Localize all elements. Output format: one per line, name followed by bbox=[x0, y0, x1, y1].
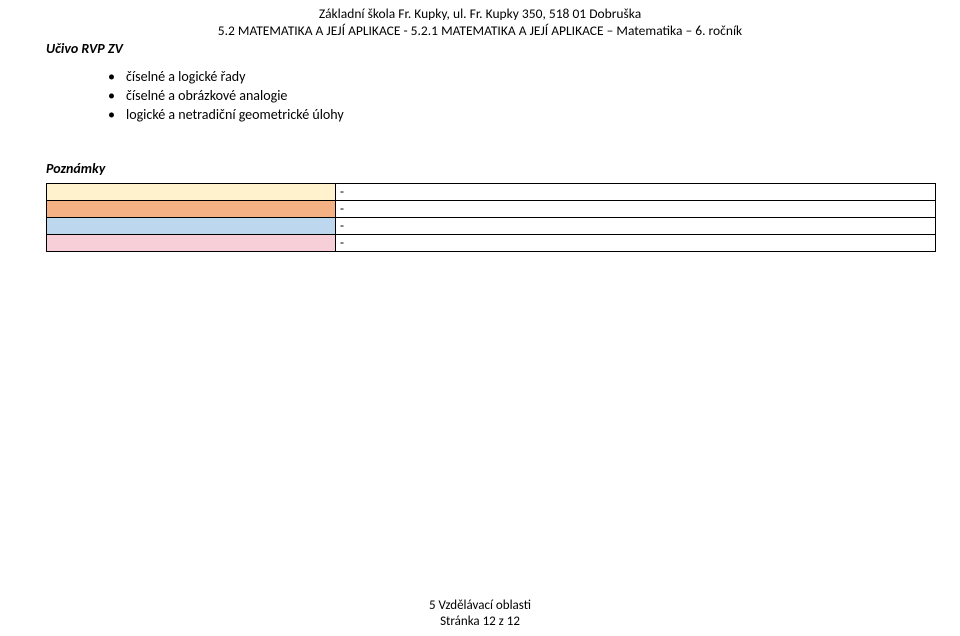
notes-cell-left bbox=[47, 218, 336, 235]
notes-cell-right: - bbox=[336, 184, 936, 201]
notes-cell-left bbox=[47, 235, 336, 252]
notes-cell-left bbox=[47, 201, 336, 218]
table-row: - bbox=[47, 218, 936, 235]
page: Základní škola Fr. Kupky, ul. Fr. Kupky … bbox=[0, 0, 960, 636]
table-row: - bbox=[47, 184, 936, 201]
table-row: - bbox=[47, 235, 936, 252]
header-line-2: 5.2 MATEMATIKA A JEJÍ APLIKACE - 5.2.1 M… bbox=[0, 23, 960, 40]
notes-table: - - - - bbox=[46, 183, 936, 252]
bullet-list: číselné a logické řady číselné a obrázko… bbox=[108, 68, 960, 125]
header-line-1: Základní škola Fr. Kupky, ul. Fr. Kupky … bbox=[0, 6, 960, 23]
bullet-item: číselné a logické řady bbox=[108, 68, 960, 87]
bullet-item: číselné a obrázkové analogie bbox=[108, 87, 960, 106]
bullet-item: logické a netradiční geometrické úlohy bbox=[108, 106, 960, 125]
notes-cell-right: - bbox=[336, 201, 936, 218]
page-footer: 5 Vzdělávací oblasti Stránka 12 z 12 bbox=[0, 598, 960, 631]
notes-cell-right: - bbox=[336, 235, 936, 252]
page-header: Základní škola Fr. Kupky, ul. Fr. Kupky … bbox=[0, 0, 960, 40]
notes-cell-left bbox=[47, 184, 336, 201]
section-label-ucivo: Učivo RVP ZV bbox=[46, 40, 123, 57]
footer-line-2: Stránka 12 z 12 bbox=[0, 614, 960, 630]
notes-cell-right: - bbox=[336, 218, 936, 235]
table-row: - bbox=[47, 201, 936, 218]
footer-line-1: 5 Vzdělávací oblasti bbox=[0, 598, 960, 614]
section-label-poznamky: Poznámky bbox=[46, 160, 960, 177]
